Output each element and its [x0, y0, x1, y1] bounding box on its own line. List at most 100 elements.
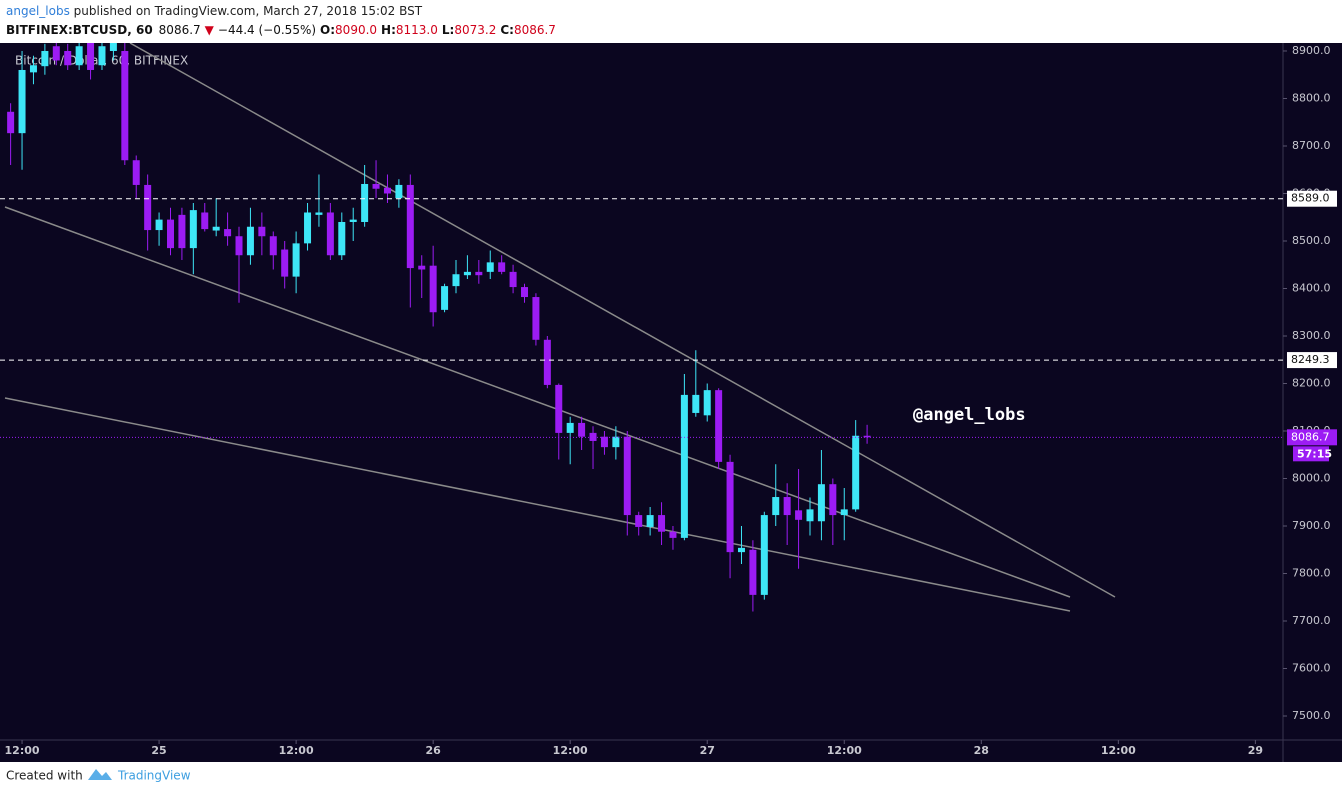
candle-body	[224, 229, 232, 237]
countdown: 57:15	[1297, 447, 1332, 460]
chart-bg	[0, 43, 1342, 762]
candle-body	[304, 212, 312, 244]
candle-body	[806, 509, 814, 522]
candle-body	[749, 549, 757, 595]
candle-body	[486, 262, 494, 272]
footer-created: Created with	[6, 769, 83, 783]
ohlc-value: 8073.2	[454, 23, 496, 37]
ohlc-label: H:	[381, 23, 396, 37]
candle-body	[52, 46, 60, 61]
trendline	[129, 43, 1116, 598]
trendline	[4, 397, 1071, 612]
candle-body	[475, 271, 483, 276]
candle-body	[612, 436, 620, 448]
candle-body	[41, 50, 49, 67]
candle-body	[326, 212, 334, 256]
candle-body	[315, 212, 323, 215]
candle-body	[144, 184, 152, 231]
y-tick-label: 8000.0	[1292, 472, 1331, 485]
watermark: @angel_lobs	[913, 405, 1026, 425]
candle-body	[281, 249, 289, 277]
candle-body	[87, 43, 95, 70]
y-tick-label: 7500.0	[1292, 709, 1331, 722]
candle-body	[795, 510, 803, 520]
y-tick-label: 8300.0	[1292, 329, 1331, 342]
candle-body	[338, 221, 346, 256]
price: 8086.7	[159, 23, 201, 37]
y-tick-label: 7800.0	[1292, 567, 1331, 580]
ohlc-value: 8090.0	[335, 23, 377, 37]
candle-body	[258, 226, 266, 237]
last-price-bg	[1287, 429, 1337, 446]
candle-body	[623, 436, 631, 516]
candle-body	[463, 271, 471, 276]
footer-brand[interactable]: TradingView	[117, 769, 191, 783]
last-price-label: 8086.7	[1291, 430, 1330, 443]
footer-bg	[0, 762, 1342, 793]
ohlc-label: L:	[442, 23, 454, 37]
x-tick-label: 12:00	[279, 744, 314, 757]
trendline	[4, 206, 1071, 598]
x-tick-label: 12:00	[553, 744, 588, 757]
candle-body	[566, 422, 574, 433]
candle-body	[715, 390, 723, 462]
header-bg	[0, 0, 1342, 43]
x-tick-label: 12:00	[1101, 744, 1136, 757]
candle-body	[395, 184, 403, 199]
y-tick-label: 7900.0	[1292, 519, 1331, 532]
y-tick-label: 7600.0	[1292, 662, 1331, 675]
candle-body	[132, 160, 140, 185]
y-tick-label: 8800.0	[1292, 91, 1331, 104]
candle-body	[29, 65, 37, 73]
change: −44.4 (−0.55%)	[218, 23, 316, 37]
symbol: BITFINEX:BTCUSD, 60	[6, 23, 153, 37]
candle-body	[178, 214, 186, 249]
trendlines	[4, 43, 1116, 612]
level-label-bg	[1287, 190, 1337, 207]
candle-body	[817, 484, 825, 522]
candle-body	[589, 432, 597, 441]
level-label: 8249.3	[1291, 353, 1330, 366]
candle-body	[840, 509, 848, 516]
candle-body	[532, 297, 540, 340]
candle-body	[235, 236, 243, 256]
candle-body	[155, 219, 163, 231]
x-tick-label: 28	[974, 744, 989, 757]
candle-body	[418, 265, 426, 270]
ohlc-value: 8086.7	[514, 23, 556, 37]
candle-body	[726, 461, 734, 553]
candle-body	[212, 226, 220, 231]
y-tick-label: 8900.0	[1292, 44, 1331, 57]
candle-body	[772, 497, 780, 516]
candle-body	[578, 422, 586, 437]
candle-body	[452, 274, 460, 287]
candle-body	[737, 547, 745, 553]
ohlc-value: 8113.0	[396, 23, 438, 37]
candle-body	[406, 184, 414, 269]
candle-body	[829, 484, 837, 516]
candle-body	[543, 339, 551, 385]
y-tick-label: 8400.0	[1292, 281, 1331, 294]
candle-body	[498, 262, 506, 272]
ohlc-label: C:	[500, 23, 514, 37]
candle-body	[292, 243, 300, 277]
plot-area	[0, 43, 1283, 612]
header-line-1: angel_lobs published on TradingView.com,…	[6, 4, 423, 18]
candle-body	[246, 226, 254, 256]
x-tick-label: 27	[700, 744, 715, 757]
candle-body	[600, 436, 608, 448]
candle-body	[98, 46, 106, 66]
candle-body	[669, 531, 677, 538]
candle-body	[646, 515, 654, 527]
x-tick-label: 25	[151, 744, 166, 757]
candle-body	[783, 497, 791, 516]
x-tick-label: 12:00	[5, 744, 40, 757]
header-line-2: BITFINEX:BTCUSD, 60 8086.7 ▼ −44.4 (−0.55%)…	[6, 23, 556, 37]
author[interactable]: angel_lobs	[6, 4, 70, 18]
candle-body	[509, 271, 517, 288]
candle-body	[372, 183, 380, 189]
candle-body	[680, 394, 688, 538]
candle-body	[521, 287, 529, 298]
